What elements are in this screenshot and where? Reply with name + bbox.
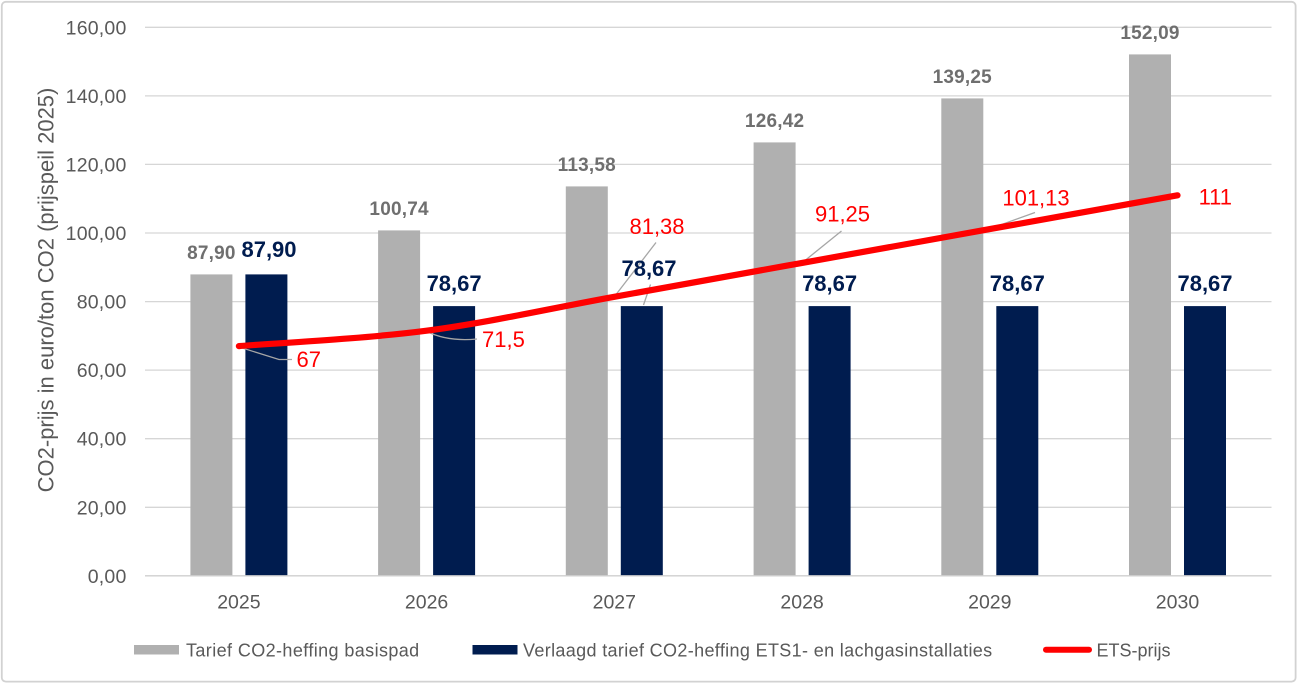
svg-text:87,90: 87,90 bbox=[187, 243, 236, 264]
svg-text:100,00: 100,00 bbox=[66, 223, 127, 245]
svg-text:81,38: 81,38 bbox=[629, 214, 684, 239]
svg-text:2030: 2030 bbox=[1156, 592, 1200, 614]
svg-text:40,00: 40,00 bbox=[77, 429, 127, 451]
svg-text:CO2-prijs in euro/ton CO2 (pri: CO2-prijs in euro/ton CO2 (prijspeil 202… bbox=[34, 88, 59, 493]
svg-text:113,58: 113,58 bbox=[558, 155, 616, 176]
svg-text:78,67: 78,67 bbox=[802, 271, 857, 296]
svg-text:2028: 2028 bbox=[780, 592, 823, 614]
svg-text:101,13: 101,13 bbox=[1002, 186, 1069, 211]
svg-text:78,67: 78,67 bbox=[427, 271, 482, 296]
svg-text:2025: 2025 bbox=[217, 592, 261, 614]
svg-text:100,74: 100,74 bbox=[369, 199, 429, 220]
svg-text:2026: 2026 bbox=[405, 592, 448, 614]
svg-text:111: 111 bbox=[1199, 184, 1232, 209]
svg-text:0,00: 0,00 bbox=[88, 566, 127, 588]
svg-text:20,00: 20,00 bbox=[77, 497, 127, 519]
svg-text:78,67: 78,67 bbox=[621, 256, 676, 281]
svg-text:126,42: 126,42 bbox=[745, 111, 804, 132]
svg-text:78,67: 78,67 bbox=[1177, 271, 1232, 296]
svg-text:67: 67 bbox=[296, 347, 320, 372]
svg-text:91,25: 91,25 bbox=[815, 201, 870, 226]
svg-text:160,00: 160,00 bbox=[66, 17, 127, 39]
svg-text:87,90: 87,90 bbox=[241, 237, 296, 262]
svg-text:78,67: 78,67 bbox=[990, 271, 1045, 296]
svg-text:Verlaagd tarief CO2-heffing ET: Verlaagd tarief CO2-heffing ETS1- en lac… bbox=[523, 640, 993, 660]
svg-text:2029: 2029 bbox=[968, 592, 1011, 614]
svg-text:80,00: 80,00 bbox=[77, 292, 127, 314]
svg-text:120,00: 120,00 bbox=[66, 154, 127, 176]
svg-text:60,00: 60,00 bbox=[77, 360, 127, 382]
svg-text:ETS-prijs: ETS-prijs bbox=[1097, 640, 1171, 660]
svg-text:Tarief CO2-heffing basispad: Tarief CO2-heffing basispad bbox=[186, 640, 420, 660]
svg-text:2027: 2027 bbox=[593, 592, 636, 614]
svg-text:139,25: 139,25 bbox=[933, 67, 993, 88]
svg-text:71,5: 71,5 bbox=[482, 327, 525, 352]
svg-text:152,09: 152,09 bbox=[1120, 23, 1179, 44]
svg-text:140,00: 140,00 bbox=[66, 86, 127, 108]
